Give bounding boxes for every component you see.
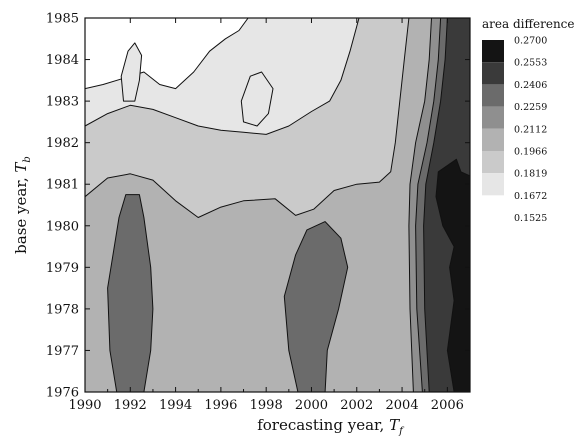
y-tick-label: 1978: [46, 302, 79, 317]
legend-level-label: 0.2700: [514, 36, 547, 47]
contour-island-1819-1966-b: [240, 71, 274, 127]
y-axis-title-var: T: [12, 162, 30, 173]
y-tick-label: 1976: [46, 386, 79, 401]
x-tick-label: 1994: [159, 398, 192, 413]
y-tick-label: 1982: [46, 136, 79, 151]
legend-swatch: [482, 62, 504, 85]
x-tick-label: 2004: [386, 398, 419, 413]
y-tick-label: 1979: [46, 261, 79, 276]
legend-swatch: [482, 40, 504, 63]
x-tick-label: 1990: [68, 398, 101, 413]
y-tick-label: 1977: [46, 344, 79, 359]
legend-labels: 0.2700 0.2553 0.2406 0.2259 0.2112 0.1966 0.18…: [514, 36, 547, 225]
legend-level-label: 0.1672: [514, 191, 547, 202]
legend-level-label: 0.2112: [514, 124, 547, 135]
legend-level-label: 0.2259: [514, 102, 547, 113]
y-axis-title: base year, Tb: [12, 156, 33, 254]
y-axis-title-text: base year,: [12, 173, 30, 254]
y-tick-label: 1985: [46, 12, 79, 27]
legend-swatches: [482, 40, 504, 218]
x-tick-label: 1992: [114, 398, 147, 413]
legend-swatch: [482, 151, 504, 174]
contour-regions: [85, 18, 470, 392]
legend-swatch: [482, 106, 504, 129]
axis-ticks: 1990 1992 1994 1996 1998 2000 2002 2004 2006 1976…: [46, 12, 470, 413]
legend-level-label: 0.1525: [514, 213, 547, 224]
contour-band-above-2700: [435, 158, 470, 392]
legend: area difference 0.2700 0.2553 0.2406 0.2259…: [482, 17, 575, 224]
legend-swatch: [482, 128, 504, 151]
x-axis-title-sub: f: [398, 426, 405, 437]
legend-level-label: 0.1966: [514, 147, 547, 158]
legend-title: area difference: [482, 17, 575, 31]
x-tick-label: 2002: [340, 398, 373, 413]
legend-level-label: 0.2406: [514, 80, 547, 91]
contour-band-2112-2259-lower: [85, 18, 470, 392]
legend-swatch: [482, 173, 504, 196]
x-tick-label: 2000: [295, 398, 328, 413]
y-tick-label: 1983: [46, 95, 79, 110]
contour-blob-2406-2553-a: [107, 194, 154, 392]
x-axis-title-var: T: [389, 416, 400, 434]
legend-swatch: [482, 195, 504, 218]
x-tick-label: 1996: [204, 398, 237, 413]
y-tick-label: 1981: [46, 178, 79, 193]
y-tick-label: 1984: [46, 53, 79, 68]
contour-island-1819-1966: [120, 42, 143, 102]
x-tick-label: 2006: [431, 398, 464, 413]
plot-frame: [84, 17, 471, 393]
legend-swatch: [482, 84, 504, 107]
x-tick-label: 1998: [250, 398, 283, 413]
y-tick-label: 1980: [46, 219, 79, 234]
legend-level-label: 0.1819: [514, 169, 547, 180]
legend-level-label: 0.2553: [514, 58, 547, 69]
contour-blob-2406-2553-b: [283, 221, 349, 392]
x-axis-title-text: forecasting year,: [257, 416, 389, 434]
x-axis-title: forecasting year, Tf: [257, 416, 405, 437]
y-axis-title-sub: b: [22, 156, 33, 162]
